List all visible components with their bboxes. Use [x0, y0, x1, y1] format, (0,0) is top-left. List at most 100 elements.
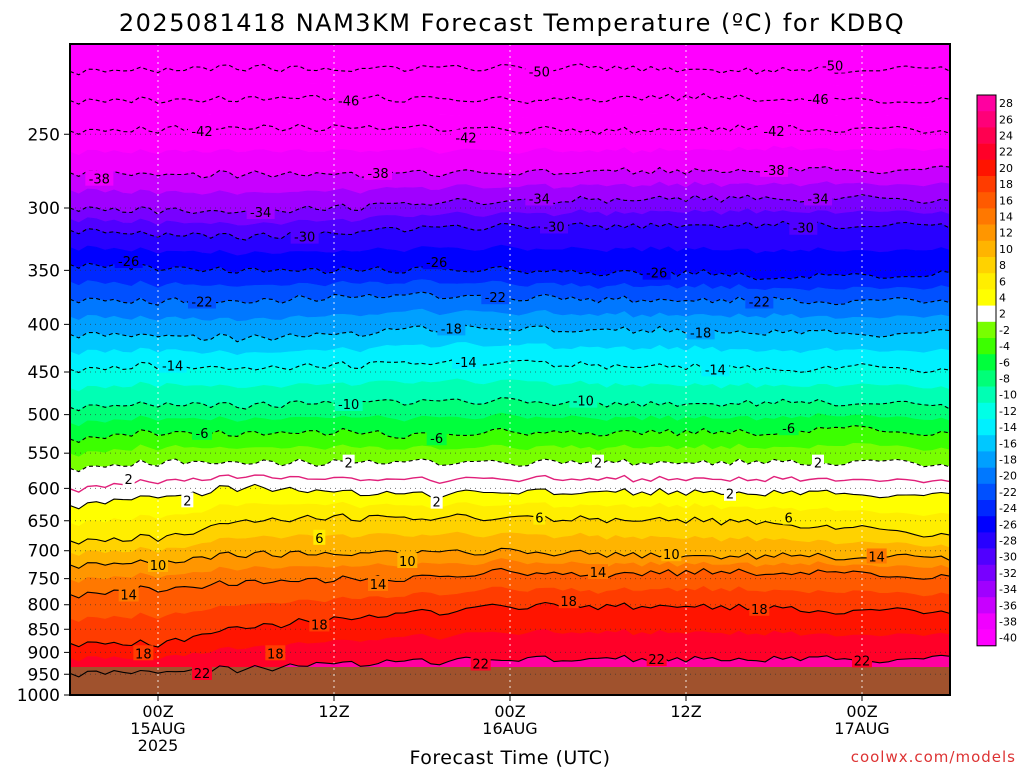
colorbar-swatch [977, 597, 996, 614]
colorbar-swatch [977, 338, 996, 355]
contour-label-bg [558, 593, 579, 609]
contour-labels: -50 -50 -46 -46 -42 -42 -42 -38 -38 -38 -34 -34 -34 -… [85, 57, 887, 682]
colorbar-label: 10 [999, 243, 1013, 256]
colorbar-swatch [977, 192, 996, 209]
contour-label-bg [701, 361, 730, 377]
contour-label: -46 [807, 93, 828, 108]
contour-line [69, 324, 951, 343]
contour-label: 10 [399, 555, 416, 570]
chart-title: 2025081418 NAM3KM Forecast Temperature (… [119, 9, 905, 37]
contour-label-bg [290, 228, 319, 244]
colorbar-label: 16 [999, 194, 1013, 207]
y-tick-label: 950 [28, 665, 60, 685]
colorbar-label: -16 [999, 437, 1017, 450]
colorbar-label: -40 [999, 632, 1017, 645]
colorbar-swatch [977, 289, 996, 306]
colorbar-swatch [977, 176, 996, 193]
contour-line [69, 165, 951, 179]
contour-label-bg [852, 652, 872, 668]
colorbar-swatch [977, 273, 996, 290]
y-tick-label: 850 [28, 620, 60, 640]
contour-label: 2 [726, 488, 734, 503]
contour-label-bg [661, 546, 682, 562]
contour-label: -14 [162, 360, 183, 375]
credit-link[interactable]: coolwx.com/models [851, 748, 1016, 766]
contour-label-bg [760, 161, 788, 177]
contour-label: 18 [267, 647, 284, 662]
contour-label-bg [470, 655, 491, 671]
contour-label: 6 [785, 512, 793, 527]
contour-label-bg [437, 320, 466, 336]
colorbar-label: 18 [999, 178, 1013, 191]
contour-label-bg [525, 63, 554, 79]
contour-label: -18 [441, 322, 462, 337]
colorbar-swatch [977, 483, 996, 501]
y-tick-label: 650 [28, 512, 60, 532]
contour-line [69, 458, 951, 473]
contour-label-bg [368, 575, 388, 591]
contour-lines [69, 63, 951, 678]
contour-label-bg [804, 190, 832, 206]
contour-line [69, 654, 951, 678]
contour-label: -38 [89, 173, 110, 188]
contour-label-bg [804, 90, 832, 106]
x-tick-label: 2025 [138, 736, 179, 755]
colorbar-swatch [977, 451, 996, 468]
x-axis-label: Forecast Time (UTC) [410, 747, 611, 768]
contour-line [69, 483, 951, 510]
contour-label: 2 [594, 457, 602, 472]
contour-line [69, 357, 951, 374]
colorbar-swatch [977, 581, 996, 598]
contour-label-bg [114, 253, 143, 269]
colorbar-label: 22 [999, 146, 1013, 159]
contour-line [69, 92, 951, 105]
contour-label-bg [724, 485, 736, 501]
colorbar-swatch [977, 370, 996, 387]
freezing-line [69, 474, 951, 493]
contour-label-bg [760, 123, 788, 139]
colorbar-frame [976, 94, 997, 647]
colorbar-swatch [977, 257, 996, 274]
colorbar-label: -34 [999, 583, 1017, 596]
colorbar-label: -6 [999, 356, 1010, 369]
y-tick-label: 800 [28, 596, 60, 616]
contour-label-bg [646, 651, 667, 667]
y-tick-label: 250 [28, 125, 60, 145]
contour-label: -50 [529, 65, 550, 80]
y-tick-label: 750 [28, 570, 60, 590]
contour-label-bg [745, 293, 774, 309]
contour-label: 2 [183, 494, 191, 509]
contour-label: -6 [196, 427, 209, 442]
contour-label-bg [188, 123, 216, 139]
contour-label-bg [85, 170, 114, 186]
contour-label-bg [789, 219, 818, 235]
x-tick-label: 12Z [670, 702, 701, 721]
contour-label-bg [812, 454, 824, 470]
contour-label-bg [525, 190, 554, 206]
contour-label: -42 [763, 125, 784, 140]
contour-label-bg [397, 552, 418, 568]
colorbar-swatch [977, 321, 996, 339]
contour-label: -18 [690, 326, 711, 341]
contour-label-bg [342, 454, 355, 470]
colorbar-swatch [977, 548, 996, 566]
contour-label: -6 [782, 422, 795, 437]
contour-label: -38 [763, 164, 784, 179]
contour-label: -34 [529, 192, 550, 207]
contour-label: -22 [485, 291, 506, 306]
colorbar-label: -4 [999, 340, 1010, 353]
contour-line [69, 194, 951, 215]
colorbar-label: 28 [999, 97, 1013, 110]
colorbar-label: 4 [999, 292, 1006, 305]
contour-label-bg [246, 204, 275, 220]
contour-line [69, 547, 951, 569]
contour-label: 18 [560, 595, 577, 610]
contour-label: -10 [573, 395, 594, 410]
colorbar-label: 14 [999, 211, 1013, 224]
contour-label-bg [642, 264, 671, 280]
contour-label: -42 [191, 125, 212, 140]
y-tick-label: 400 [28, 315, 60, 335]
contour-line [69, 262, 951, 281]
